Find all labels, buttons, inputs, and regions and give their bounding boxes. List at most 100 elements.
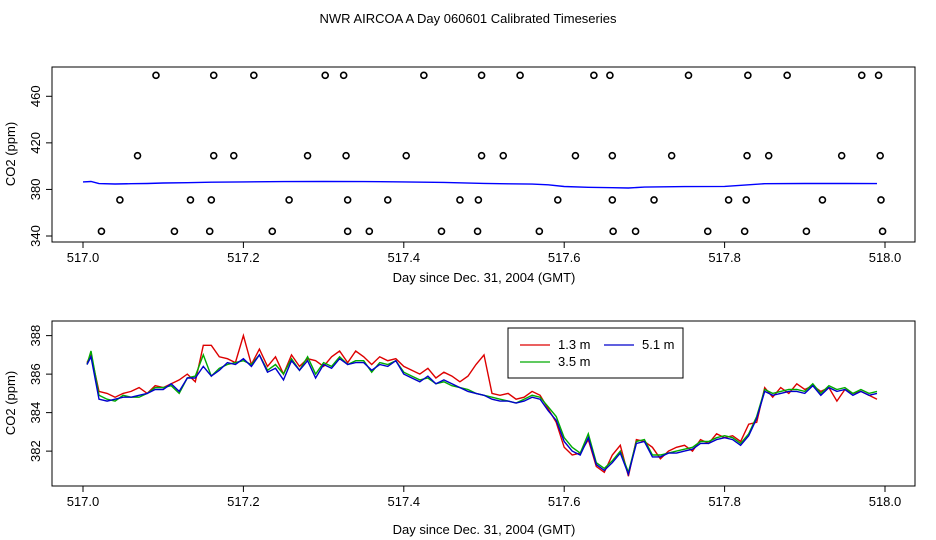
calibration-point xyxy=(473,227,482,236)
co2-line xyxy=(82,180,878,189)
x-tick-label: 518.0 xyxy=(869,250,902,265)
calibration-point xyxy=(477,71,486,80)
calibration-y-ticks: 340 380 420 460 xyxy=(28,85,53,247)
profile-panel: Day since Dec. 31, 2004 (GMT) CO2 (ppm) … xyxy=(3,320,916,537)
calibration-point xyxy=(667,151,676,160)
x-tick-label: 517.4 xyxy=(388,494,421,509)
calibration-point xyxy=(783,71,791,80)
calibration-point xyxy=(553,196,562,204)
y-tick-label: 420 xyxy=(28,132,43,154)
calibration-point xyxy=(133,151,142,160)
calibration-point xyxy=(116,196,124,204)
calibration-point xyxy=(229,151,238,160)
calibration-point xyxy=(474,196,483,204)
calibration-point xyxy=(743,151,751,160)
calibration-point xyxy=(874,71,883,80)
calibration-point xyxy=(516,71,524,80)
y-tick-label: 382 xyxy=(28,440,43,462)
x-tick-label: 517.6 xyxy=(548,250,581,265)
profile-x-axis-label: Day since Dec. 31, 2004 (GMT) xyxy=(393,522,576,537)
calibration-point xyxy=(571,151,580,160)
legend: 1.3 m 3.5 m 5.1 m xyxy=(507,327,684,379)
legend-label-1-3m: 1.3 m xyxy=(558,337,591,352)
x-tick-label: 517.2 xyxy=(227,494,260,509)
calibration-point xyxy=(650,196,658,204)
y-tick-label: 460 xyxy=(28,85,43,107)
calibration-point xyxy=(764,151,773,160)
calibration-point xyxy=(609,227,617,236)
calibration-point xyxy=(420,71,428,80)
calibration-point xyxy=(170,227,179,236)
calibration-point xyxy=(339,71,348,80)
profile-y-ticks: 382 384 386 388 xyxy=(28,325,53,462)
legend-label-5-1m: 5.1 m xyxy=(642,337,675,352)
calibration-x-axis-label: Day since Dec. 31, 2004 (GMT) xyxy=(393,270,576,285)
calibration-point xyxy=(268,227,277,236)
calibration-point xyxy=(383,196,392,204)
calibration-point xyxy=(205,227,214,236)
x-tick-label: 517.8 xyxy=(708,494,741,509)
y-tick-label: 388 xyxy=(28,325,43,347)
profile-y-axis-label: CO2 (ppm) xyxy=(3,371,18,435)
y-tick-label: 380 xyxy=(28,179,43,201)
calibration-point xyxy=(837,151,846,160)
calibration-point xyxy=(303,151,312,160)
calibration-point xyxy=(608,196,617,204)
calibration-point xyxy=(818,196,827,204)
calibration-point xyxy=(877,196,885,204)
x-tick-label: 517.0 xyxy=(67,250,100,265)
series-line-1-3-m xyxy=(86,333,878,477)
calibration-marks xyxy=(82,71,887,236)
y-tick-label: 340 xyxy=(28,225,43,247)
calibration-point xyxy=(437,227,446,236)
legend-label-3-5m: 3.5 m xyxy=(558,354,591,369)
calibration-point xyxy=(608,151,617,160)
calibration-x-ticks: 517.0 517.2 517.4 517.6 517.8 518.0 xyxy=(67,241,902,265)
legend-box xyxy=(507,327,684,379)
profile-plot-frame xyxy=(51,320,916,487)
calibration-point xyxy=(402,151,411,160)
calibration-point xyxy=(742,196,751,204)
y-tick-label: 386 xyxy=(28,363,43,385)
calibration-point xyxy=(631,227,640,236)
calibration-point xyxy=(878,227,887,236)
x-tick-label: 517.4 xyxy=(388,250,421,265)
calibration-point xyxy=(535,227,544,236)
calibration-point xyxy=(342,151,350,160)
calibration-point xyxy=(209,151,218,160)
x-tick-label: 517.0 xyxy=(67,494,100,509)
calibration-point xyxy=(343,227,352,236)
calibration-point xyxy=(343,196,352,204)
calibration-point xyxy=(152,71,160,80)
calibration-point xyxy=(456,196,464,204)
calibration-point xyxy=(186,196,195,204)
profile-x-ticks: 517.0 517.2 517.4 517.6 517.8 518.0 xyxy=(67,485,901,509)
series-line-5-1-m xyxy=(86,353,878,477)
calibration-point xyxy=(321,71,330,80)
profile-marks xyxy=(86,333,878,477)
calibration-point xyxy=(802,227,811,236)
calibration-point xyxy=(740,227,749,236)
calibration-point xyxy=(285,196,293,204)
calibration-point xyxy=(499,151,508,160)
calibration-point xyxy=(590,71,598,80)
calibration-y-axis-label: CO2 (ppm) xyxy=(3,122,18,186)
x-tick-label: 517.8 xyxy=(708,250,741,265)
y-tick-label: 384 xyxy=(28,402,43,424)
calibration-point xyxy=(703,227,712,236)
calibration-point xyxy=(744,71,752,80)
calibration-point xyxy=(97,227,106,236)
calibration-point xyxy=(876,151,884,160)
calibration-panel: Day since Dec. 31, 2004 (GMT) CO2 (ppm) … xyxy=(3,66,916,285)
calibration-point xyxy=(207,196,216,204)
x-tick-label: 517.6 xyxy=(548,494,581,509)
calibration-point xyxy=(857,71,866,80)
calibration-point xyxy=(606,71,614,80)
calibration-point xyxy=(365,227,374,236)
figure-title: NWR AIRCOA A Day 060601 Calibrated Times… xyxy=(320,11,617,26)
x-tick-label: 517.2 xyxy=(227,250,260,265)
calibration-point xyxy=(477,151,486,160)
calibration-point xyxy=(250,71,258,80)
calibration-point xyxy=(684,71,693,80)
